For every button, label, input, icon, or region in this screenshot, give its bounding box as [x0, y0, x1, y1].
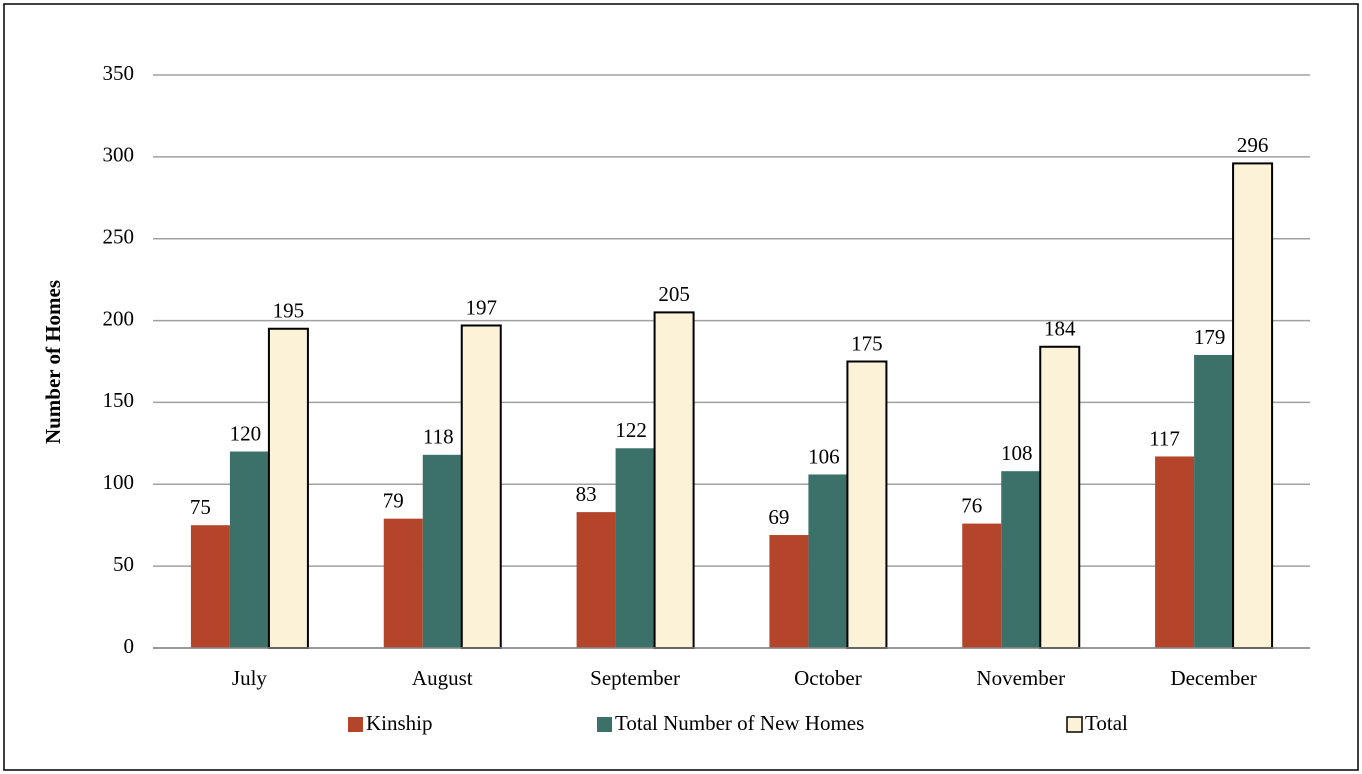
bar	[1232, 162, 1274, 650]
legend-swatch	[1066, 716, 1083, 733]
bar	[962, 523, 1002, 648]
y-tick-label: 0	[124, 634, 135, 658]
bar	[615, 448, 655, 648]
bar	[1039, 345, 1081, 649]
value-label: 195	[273, 299, 305, 323]
bar	[769, 535, 809, 648]
bar	[267, 327, 309, 649]
bar	[1001, 471, 1041, 648]
y-tick-label: 250	[103, 225, 135, 249]
y-tick-label: 350	[103, 61, 135, 85]
value-label: 120	[230, 421, 262, 445]
y-axis-label: Number of Homes	[41, 280, 65, 444]
legend-label: Total Number of New Homes	[615, 711, 864, 735]
x-tick-label: July	[232, 666, 268, 690]
value-label: 75	[190, 495, 211, 519]
value-label: 117	[1149, 426, 1180, 450]
value-label: 76	[961, 493, 982, 517]
x-tick-label: November	[976, 666, 1065, 690]
y-tick-label: 200	[103, 306, 135, 330]
value-label: 69	[768, 505, 789, 529]
y-tick-label: 300	[103, 143, 135, 167]
value-label: 83	[576, 482, 597, 506]
bar	[1155, 456, 1195, 648]
bar	[846, 360, 888, 649]
bar	[808, 474, 848, 648]
legend-swatch	[597, 717, 612, 732]
value-label: 179	[1194, 325, 1226, 349]
bar	[422, 454, 462, 648]
value-label: 175	[851, 331, 883, 355]
bar	[460, 324, 502, 649]
y-tick-label: 50	[113, 552, 134, 576]
legend-swatch	[348, 717, 363, 732]
value-label: 184	[1044, 317, 1076, 341]
bar	[576, 512, 616, 648]
value-label: 205	[658, 282, 690, 306]
x-tick-label: October	[794, 666, 862, 690]
value-label: 122	[615, 418, 647, 442]
legend-label: Total	[1085, 711, 1128, 735]
value-label: 79	[383, 488, 404, 512]
x-tick-label: December	[1170, 666, 1256, 690]
x-tick-label: August	[412, 666, 473, 690]
bar	[229, 451, 269, 648]
legend-label: Kinship	[366, 711, 433, 735]
y-tick-label: 150	[103, 388, 135, 412]
value-label: 296	[1237, 133, 1269, 157]
value-label: 118	[423, 425, 454, 449]
bar	[1194, 354, 1234, 648]
y-tick-label: 100	[103, 470, 135, 494]
bar	[383, 518, 423, 648]
value-label: 108	[1001, 441, 1033, 465]
x-tick-label: September	[590, 666, 680, 690]
value-label: 106	[808, 444, 840, 468]
value-label: 197	[466, 295, 498, 319]
bar	[190, 525, 230, 648]
bar	[653, 311, 695, 649]
